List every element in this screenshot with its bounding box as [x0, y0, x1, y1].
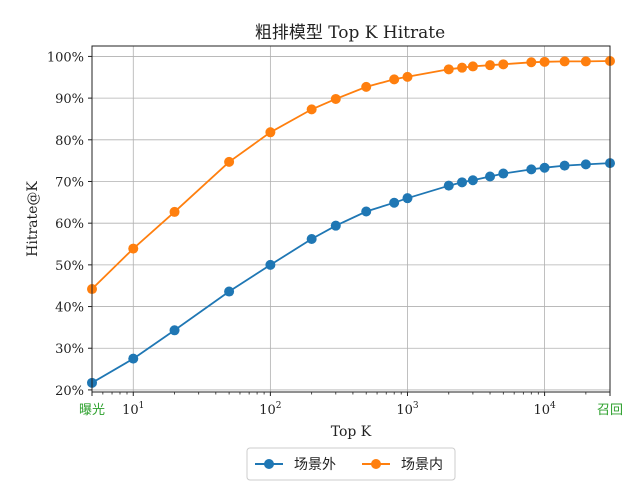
data-point — [389, 197, 400, 208]
y-tick-label: 70% — [55, 175, 84, 190]
x-tick-label: 曝光 — [79, 403, 105, 418]
x-tick-label: 104 — [533, 401, 556, 418]
plot-frame — [91, 45, 611, 393]
x-tick-label: 102 — [259, 401, 281, 418]
data-point — [443, 180, 454, 191]
data-point — [128, 243, 139, 254]
data-point — [402, 193, 413, 204]
data-point — [580, 56, 591, 67]
ticks: 20% 30% 40% 50% 60% 70% 80% 90% 100% 曝光 101 102 103 1… — [47, 50, 623, 418]
data-point — [330, 93, 341, 104]
y-tick-label: 40% — [55, 301, 84, 316]
y-tick-label: 50% — [55, 259, 84, 274]
data-point — [580, 159, 591, 170]
data-point — [443, 64, 454, 75]
data-point — [467, 61, 478, 72]
legend-frame — [246, 447, 456, 481]
data-point — [498, 59, 509, 70]
y-tick-label: 20% — [55, 384, 84, 399]
legend-swatch-marker — [371, 459, 381, 469]
legend-label: 场景外 — [294, 457, 336, 473]
legend-label: 场景内 — [401, 457, 443, 473]
data-point — [224, 286, 235, 297]
data-point — [457, 62, 468, 73]
data-point — [265, 127, 276, 138]
data-point — [526, 164, 537, 175]
data-point — [265, 259, 276, 270]
y-tick-label: 80% — [55, 134, 84, 149]
y-tick-label: 100% — [47, 50, 84, 65]
data-point — [361, 206, 372, 217]
grid — [92, 46, 610, 392]
x-tick-label: 103 — [396, 401, 419, 418]
data-point — [169, 325, 180, 336]
data-point — [306, 104, 317, 115]
series-line — [91, 162, 611, 384]
data-point — [559, 160, 570, 171]
data-point — [128, 353, 139, 364]
data-point — [330, 220, 341, 231]
data-point — [224, 156, 235, 167]
data-point — [526, 57, 537, 68]
y-axis-label: Hitrate@K — [25, 181, 41, 257]
series-layer — [87, 56, 615, 388]
series-line — [91, 60, 611, 290]
legend-swatch-marker — [264, 459, 274, 469]
data-point — [389, 74, 400, 85]
data-point — [169, 206, 180, 217]
data-point — [485, 60, 496, 71]
y-tick-label: 30% — [55, 342, 84, 357]
data-point — [402, 71, 413, 82]
legend: 场景外 场景内 — [246, 447, 456, 481]
data-point — [467, 175, 478, 186]
x-tick-label: 101 — [122, 401, 144, 418]
data-point — [306, 234, 317, 245]
data-point — [559, 56, 570, 67]
data-point — [539, 162, 550, 173]
x-axis-label: Top K — [331, 424, 372, 440]
data-point — [457, 177, 468, 188]
chart-title: 粗排模型 Top K Hitrate — [255, 23, 445, 43]
x-tick-label: 召回 — [597, 403, 623, 418]
data-point — [361, 81, 372, 92]
data-point — [498, 168, 509, 179]
y-tick-label: 90% — [55, 92, 84, 107]
y-tick-label: 60% — [55, 217, 84, 232]
data-point — [539, 56, 550, 67]
data-point — [485, 171, 496, 182]
